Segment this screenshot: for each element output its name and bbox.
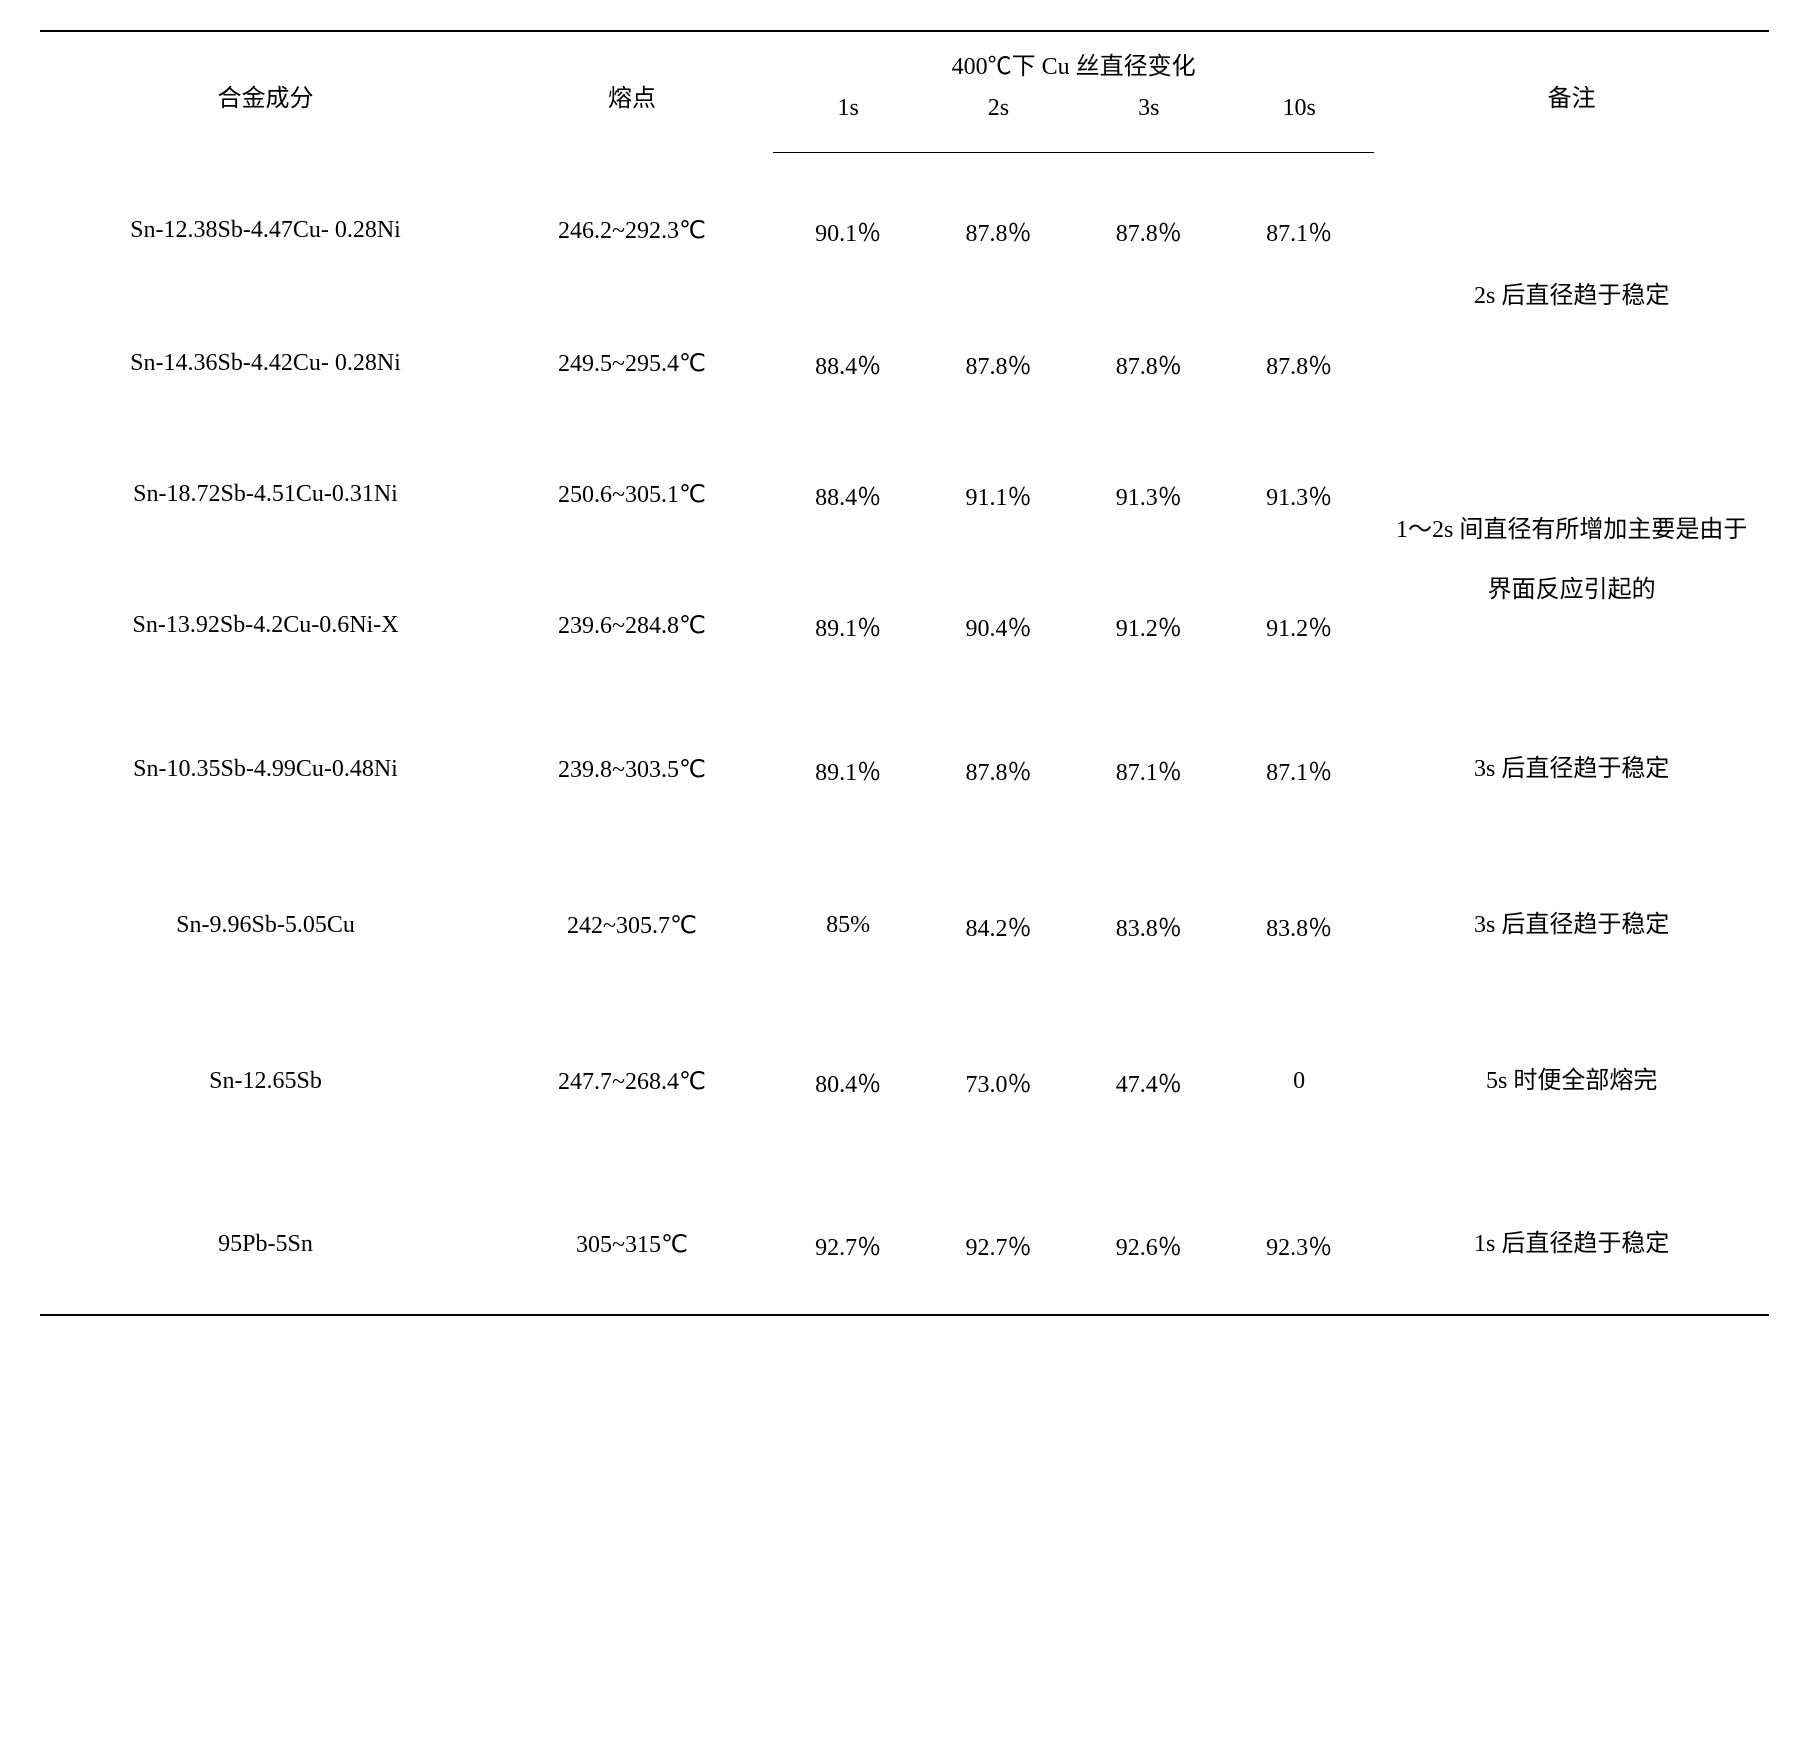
cell-melt: 246.2~292.3℃ (491, 153, 773, 299)
cell-2s: 92.7％ (923, 1159, 1073, 1315)
cell-1s: 90.1％ (773, 153, 923, 299)
cell-alloy: 95Pb-5Sn (40, 1159, 491, 1315)
cell-alloy: Sn-14.36Sb-4.42Cu- 0.28Ni (40, 298, 491, 429)
cell-10s: 87.1％ (1224, 153, 1374, 299)
cell-1s: 80.4％ (773, 1003, 923, 1159)
cell-melt: 247.7~268.4℃ (491, 1003, 773, 1159)
cell-melt: 305~315℃ (491, 1159, 773, 1315)
cell-1s: 88.4％ (773, 429, 923, 560)
cell-10s: 91.3％ (1224, 429, 1374, 560)
cell-3s: 92.6％ (1074, 1159, 1224, 1315)
cell-melt: 239.8~303.5℃ (491, 691, 773, 847)
col-header-3s: 3s (1074, 87, 1224, 153)
cell-10s: 92.3％ (1224, 1159, 1374, 1315)
cell-note-group1: 2s 后直径趋于稳定 (1374, 153, 1769, 430)
cell-10s: 0 (1224, 1003, 1374, 1159)
col-header-10s: 10s (1224, 87, 1374, 153)
table-row: Sn-12.38Sb-4.47Cu- 0.28Ni 246.2~292.3℃ 9… (40, 153, 1769, 299)
col-header-2s: 2s (923, 87, 1073, 153)
cell-alloy: Sn-9.96Sb-5.05Cu (40, 847, 491, 1003)
cell-2s: 87.8％ (923, 153, 1073, 299)
table-row: 95Pb-5Sn 305~315℃ 92.7％ 92.7％ 92.6％ 92.3… (40, 1159, 1769, 1315)
cell-2s: 91.1％ (923, 429, 1073, 560)
col-header-note: 备注 (1374, 31, 1769, 153)
table-row: Sn-10.35Sb-4.99Cu-0.48Ni 239.8~303.5℃ 89… (40, 691, 1769, 847)
cell-3s: 47.4％ (1074, 1003, 1224, 1159)
cell-2s: 87.8％ (923, 298, 1073, 429)
cell-alloy: Sn-10.35Sb-4.99Cu-0.48Ni (40, 691, 491, 847)
cell-note: 3s 后直径趋于稳定 (1374, 691, 1769, 847)
cell-3s: 87.8％ (1074, 153, 1224, 299)
cell-alloy: Sn-12.65Sb (40, 1003, 491, 1159)
cell-2s: 84.2％ (923, 847, 1073, 1003)
cell-note: 5s 时便全部熔完 (1374, 1003, 1769, 1159)
cell-3s: 87.8％ (1074, 298, 1224, 429)
cell-note: 1s 后直径趋于稳定 (1374, 1159, 1769, 1315)
cell-3s: 91.2％ (1074, 560, 1224, 691)
cell-1s: 88.4％ (773, 298, 923, 429)
table-row: Sn-18.72Sb-4.51Cu-0.31Ni 250.6~305.1℃ 88… (40, 429, 1769, 560)
cell-10s: 87.1％ (1224, 691, 1374, 847)
col-header-group-diameter: 400℃下 Cu 丝直径变化 (773, 31, 1374, 87)
cell-3s: 87.1％ (1074, 691, 1224, 847)
cell-alloy: Sn-18.72Sb-4.51Cu-0.31Ni (40, 429, 491, 560)
cell-alloy: Sn-12.38Sb-4.47Cu- 0.28Ni (40, 153, 491, 299)
cell-10s: 83.8％ (1224, 847, 1374, 1003)
cell-note-group2: 1～2s 间直径有所增加主要是由于界面反应引起的 (1374, 429, 1769, 691)
col-header-melting-point: 熔点 (491, 31, 773, 153)
table-row: Sn-12.65Sb 247.7~268.4℃ 80.4％ 73.0％ 47.4… (40, 1003, 1769, 1159)
col-header-alloy: 合金成分 (40, 31, 491, 153)
cell-melt: 242~305.7℃ (491, 847, 773, 1003)
col-header-1s: 1s (773, 87, 923, 153)
cell-1s: 92.7％ (773, 1159, 923, 1315)
cell-2s: 87.8％ (923, 691, 1073, 847)
cell-note: 3s 后直径趋于稳定 (1374, 847, 1769, 1003)
cell-3s: 91.3％ (1074, 429, 1224, 560)
cell-2s: 73.0％ (923, 1003, 1073, 1159)
cell-1s: 89.1％ (773, 560, 923, 691)
cell-10s: 87.8％ (1224, 298, 1374, 429)
cell-10s: 91.2％ (1224, 560, 1374, 691)
table-row: Sn-9.96Sb-5.05Cu 242~305.7℃ 85% 84.2％ 83… (40, 847, 1769, 1003)
cell-melt: 250.6~305.1℃ (491, 429, 773, 560)
alloy-data-table: 合金成分 熔点 400℃下 Cu 丝直径变化 备注 1s 2s 3s 10s S… (40, 30, 1769, 1316)
cell-melt: 239.6~284.8℃ (491, 560, 773, 691)
cell-1s: 89.1％ (773, 691, 923, 847)
cell-alloy: Sn-13.92Sb-4.2Cu-0.6Ni-X (40, 560, 491, 691)
cell-3s: 83.8％ (1074, 847, 1224, 1003)
cell-2s: 90.4％ (923, 560, 1073, 691)
cell-melt: 249.5~295.4℃ (491, 298, 773, 429)
cell-1s: 85% (773, 847, 923, 1003)
